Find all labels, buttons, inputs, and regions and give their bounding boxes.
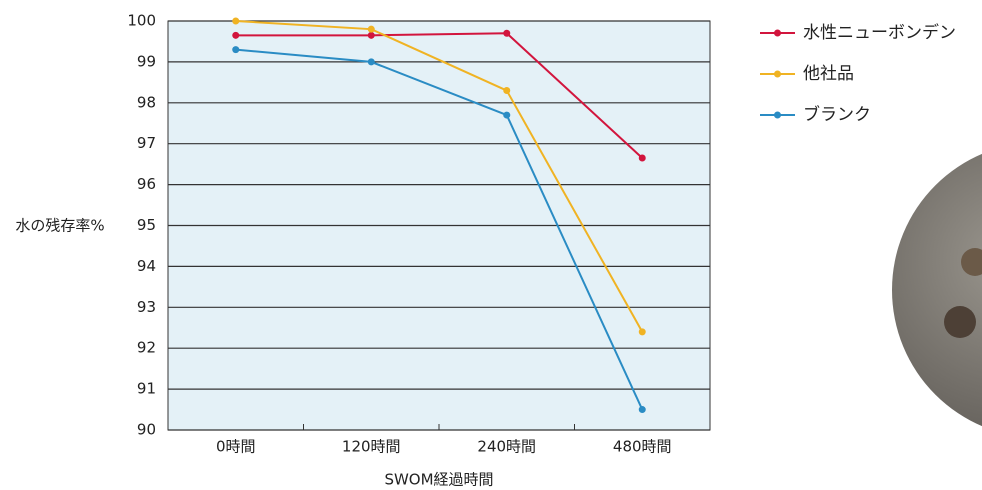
y-tick-label: 93 bbox=[137, 298, 156, 316]
y-tick-label: 95 bbox=[137, 216, 156, 234]
data-point bbox=[639, 406, 646, 413]
y-tick-label: 92 bbox=[137, 339, 156, 357]
legend-label: ブランク bbox=[803, 104, 871, 125]
product-photo bbox=[892, 142, 982, 438]
y-axis-label: 水の残存率% bbox=[15, 217, 104, 235]
data-point bbox=[368, 26, 375, 33]
data-point bbox=[639, 328, 646, 335]
data-point bbox=[232, 46, 239, 53]
x-tick-label: 480時間 bbox=[613, 438, 672, 456]
y-tick-label: 90 bbox=[137, 421, 156, 439]
y-tick-label: 98 bbox=[137, 93, 156, 111]
data-point bbox=[368, 58, 375, 65]
data-point bbox=[503, 30, 510, 37]
x-tick-label: 0時間 bbox=[216, 438, 256, 456]
data-point bbox=[503, 87, 510, 94]
y-tick-label: 99 bbox=[137, 52, 156, 70]
legend-marker bbox=[774, 112, 781, 119]
y-tick-label: 97 bbox=[137, 134, 156, 152]
y-tick-label: 91 bbox=[137, 380, 156, 398]
data-point bbox=[232, 18, 239, 25]
photo-droplet bbox=[944, 306, 976, 338]
data-point bbox=[503, 112, 510, 119]
legend-marker bbox=[774, 71, 781, 78]
data-point bbox=[368, 32, 375, 39]
y-tick-label: 100 bbox=[127, 12, 156, 30]
data-point bbox=[232, 32, 239, 39]
x-tick-label: 240時間 bbox=[477, 438, 536, 456]
data-point bbox=[639, 155, 646, 162]
x-tick-label: 120時間 bbox=[342, 438, 401, 456]
chart: 水の残存率% SWOM経過時間 90 91 92 93 94 95 96 97 98 99 100 0… bbox=[0, 0, 982, 490]
legend-label: 水性ニューボンデン bbox=[803, 22, 956, 43]
legend-marker bbox=[774, 30, 781, 37]
legend-label: 他社品 bbox=[803, 64, 854, 84]
y-tick-label: 94 bbox=[137, 257, 156, 275]
y-tick-label: 96 bbox=[137, 175, 156, 193]
x-axis-label: SWOM経過時間 bbox=[384, 471, 493, 489]
